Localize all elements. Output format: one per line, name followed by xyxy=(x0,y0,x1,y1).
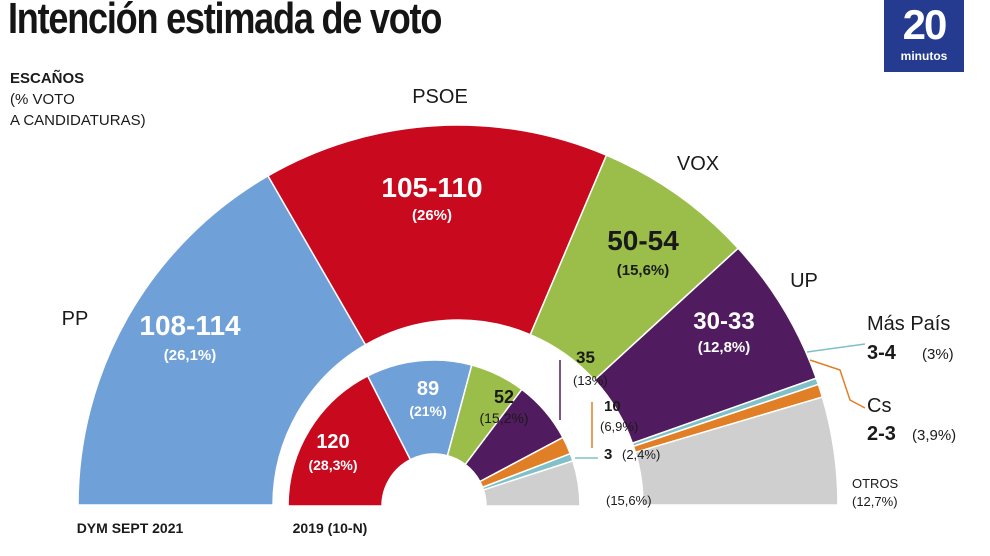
legend-key-vote: (% VOTO A CANDIDATURAS) xyxy=(10,91,146,129)
outer-segment-psoe xyxy=(266,124,608,346)
label-up-seats: 30-33 xyxy=(693,308,754,335)
inner-label-vox-seats: 52 xyxy=(494,387,514,407)
inner-label-up-vote: (13%) xyxy=(573,373,608,388)
label-vox-vote: (15,6%) xyxy=(617,262,670,279)
label-pp-name: PP xyxy=(62,308,89,330)
inner-label-mas-pais-vote: (2,4%) xyxy=(622,447,660,462)
label-vox-seats: 50-54 xyxy=(607,225,679,256)
label-otros-name: OTROS xyxy=(852,476,899,491)
brand-logo: 20 minutos xyxy=(884,0,964,72)
inner-label-pp-vote: (21%) xyxy=(409,403,446,419)
label-pp-vote: (26,1%) xyxy=(164,347,217,364)
inner-label-cs-vote: (6,9%) xyxy=(600,419,638,434)
legend-key-seats: ESCAÑOS xyxy=(10,70,85,87)
label-up-name: UP xyxy=(790,270,818,292)
legend-key: ESCAÑOS (% VOTO A CANDIDATURAS) xyxy=(10,68,146,131)
caption-dym: DYM SEPT 2021 xyxy=(77,520,184,536)
inner-label-cs-seats: 10 xyxy=(604,398,621,415)
inner-label-vox-vote: (15,2%) xyxy=(479,410,528,426)
logo-number: 20 xyxy=(902,1,948,48)
inner-label-pp-seats: 89 xyxy=(417,378,439,400)
leader-cs xyxy=(809,359,866,409)
label-cs-name: Cs xyxy=(867,395,891,417)
leader-mas-pais xyxy=(806,343,866,353)
inner-label-psoe-seats: 120 xyxy=(316,431,349,453)
inner-label-mas-pais-seats: 3 xyxy=(604,446,612,463)
label-psoe-name: PSOE xyxy=(412,86,468,108)
inner-segment-otros xyxy=(482,459,581,507)
caption-2019: 2019 (10-N) xyxy=(293,520,368,536)
inner-segment-psoe xyxy=(287,374,412,507)
label-psoe-seats: 105-110 xyxy=(381,172,482,203)
label-cs-seats: 2-3 xyxy=(867,423,896,445)
label-mas-pais-seats: 3-4 xyxy=(867,342,897,364)
label-vox-name: VOX xyxy=(677,153,719,175)
label-mas-pais-name: Más País xyxy=(867,313,950,335)
label-mas-pais-vote: (3%) xyxy=(922,346,954,363)
inner-label-otros-vote: (15,6%) xyxy=(606,493,652,508)
logo-text: minutos xyxy=(900,49,948,63)
label-pp-seats: 108-114 xyxy=(139,310,241,341)
inner-label-psoe-vote: (28,3%) xyxy=(308,457,357,473)
outer-segment-otros xyxy=(634,396,839,506)
label-psoe-vote: (26%) xyxy=(412,207,452,224)
label-up-vote: (12,8%) xyxy=(698,339,751,356)
chart-title: Intención estimada de voto xyxy=(8,0,442,43)
inner-label-up-seats: 35 xyxy=(576,348,595,367)
outer-segment-pp xyxy=(77,174,367,506)
label-otros-vote: (12,7%) xyxy=(852,494,898,509)
label-cs-vote: (3,9%) xyxy=(912,427,956,444)
